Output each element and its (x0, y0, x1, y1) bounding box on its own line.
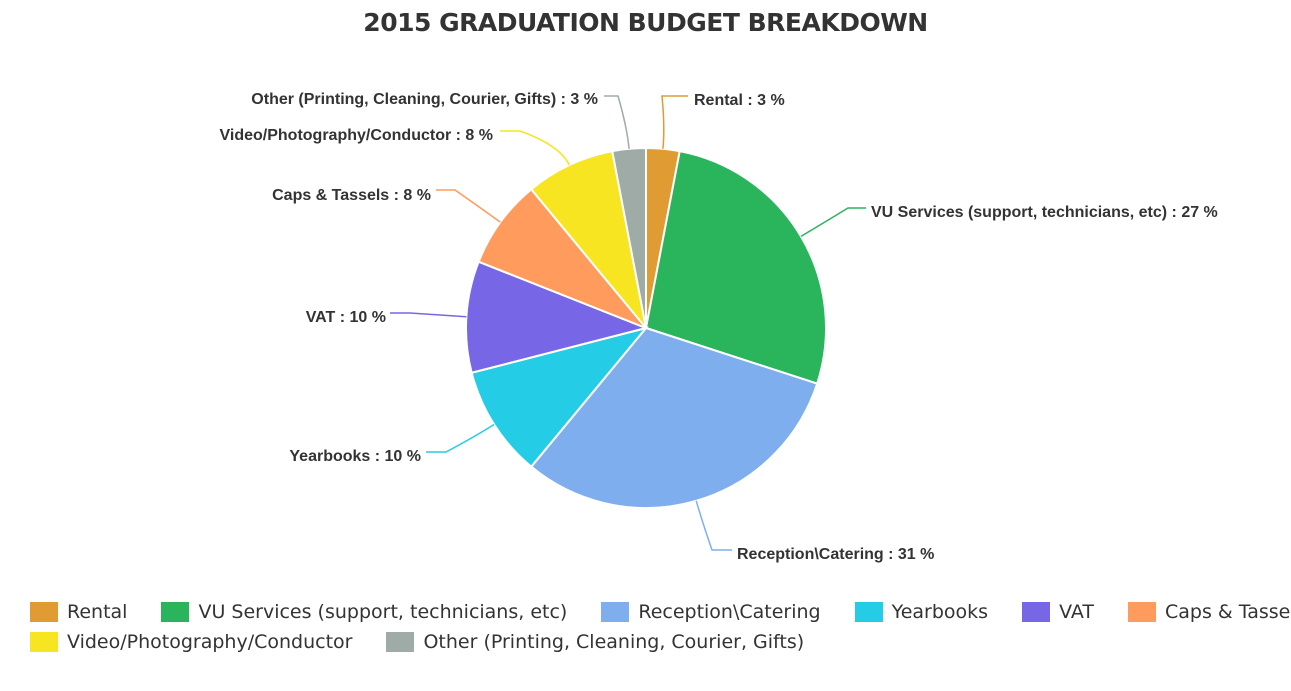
legend-row-2: Video/Photography/Conductor Other (Printi… (30, 631, 1280, 653)
legend-swatch (854, 602, 883, 622)
legend-row-1: Rental VU Services (support, technicians,… (30, 601, 1291, 623)
chart-title: 2015 GRADUATION BUDGET BREAKDOWN (363, 8, 928, 37)
legend-swatch (1022, 602, 1051, 622)
pie-slices (465, 146, 827, 509)
connector-5 (390, 312, 467, 318)
legend-item-5[interactable]: VAT (1022, 601, 1094, 623)
connector-6 (436, 189, 501, 223)
legend-item-4[interactable]: Yearbooks (854, 601, 989, 623)
connector-1 (661, 95, 688, 149)
legend-swatch (161, 602, 190, 622)
legend-label: VU Services (support, technicians, etc) (198, 601, 568, 623)
slice-label-6: Caps & Tassels : 8 % (272, 187, 431, 204)
legend-item-1[interactable]: Rental (30, 601, 127, 623)
legend-item-2[interactable]: VU Services (support, technicians, etc) (161, 601, 567, 623)
slice-label-4: Yearbooks : 10 % (289, 448, 421, 465)
label-connectors (390, 95, 866, 551)
pie-slice-6 (477, 187, 647, 329)
slice-label-2: VU Services (support, technicians, etc) … (871, 204, 1218, 221)
legend-label: Video/Photography/Conductor (67, 631, 353, 653)
legend-item-8[interactable]: Other (Printing, Cleaning, Courier, Gift… (386, 631, 804, 653)
legend-label: Other (Printing, Cleaning, Courier, Gift… (423, 631, 805, 653)
connector-7 (500, 130, 571, 166)
pie-slice-3 (529, 326, 819, 509)
legend-item-7[interactable]: Video/Photography/Conductor (30, 631, 352, 653)
slice-label-1: Rental : 3 % (694, 92, 785, 109)
legend-item-3[interactable]: Reception\Catering (601, 601, 821, 623)
legend-item-6[interactable]: Caps & Tassels (1128, 601, 1291, 623)
legend-swatch (1128, 602, 1156, 622)
slice-labels: Rental : 3 % VU Services (support, techni… (220, 91, 1218, 563)
legend-swatch (601, 602, 630, 622)
slice-label-8: Other (Printing, Cleaning, Courier, Gift… (251, 91, 598, 108)
connector-8 (604, 95, 630, 149)
connector-3 (695, 500, 732, 551)
pie-slice-7 (529, 150, 647, 329)
legend-label: VAT (1059, 601, 1094, 623)
legend-label: Rental (67, 601, 128, 623)
connector-4 (426, 423, 495, 453)
pie-slice-4 (470, 326, 649, 469)
connector-2 (800, 207, 866, 238)
legend-swatch (30, 632, 58, 652)
slice-label-3: Reception\Catering : 31 % (737, 546, 934, 563)
legend-swatch (386, 632, 415, 652)
legend-label: Reception\Catering (638, 601, 821, 623)
legend-label: Caps & Tassels (1165, 601, 1291, 623)
pie-slice-5 (465, 260, 650, 374)
slice-label-7: Video/Photography/Conductor : 8 % (220, 127, 494, 144)
slice-label-5: VAT : 10 % (306, 309, 386, 326)
legend-swatch (30, 602, 58, 622)
legend-label: Yearbooks (891, 601, 989, 623)
